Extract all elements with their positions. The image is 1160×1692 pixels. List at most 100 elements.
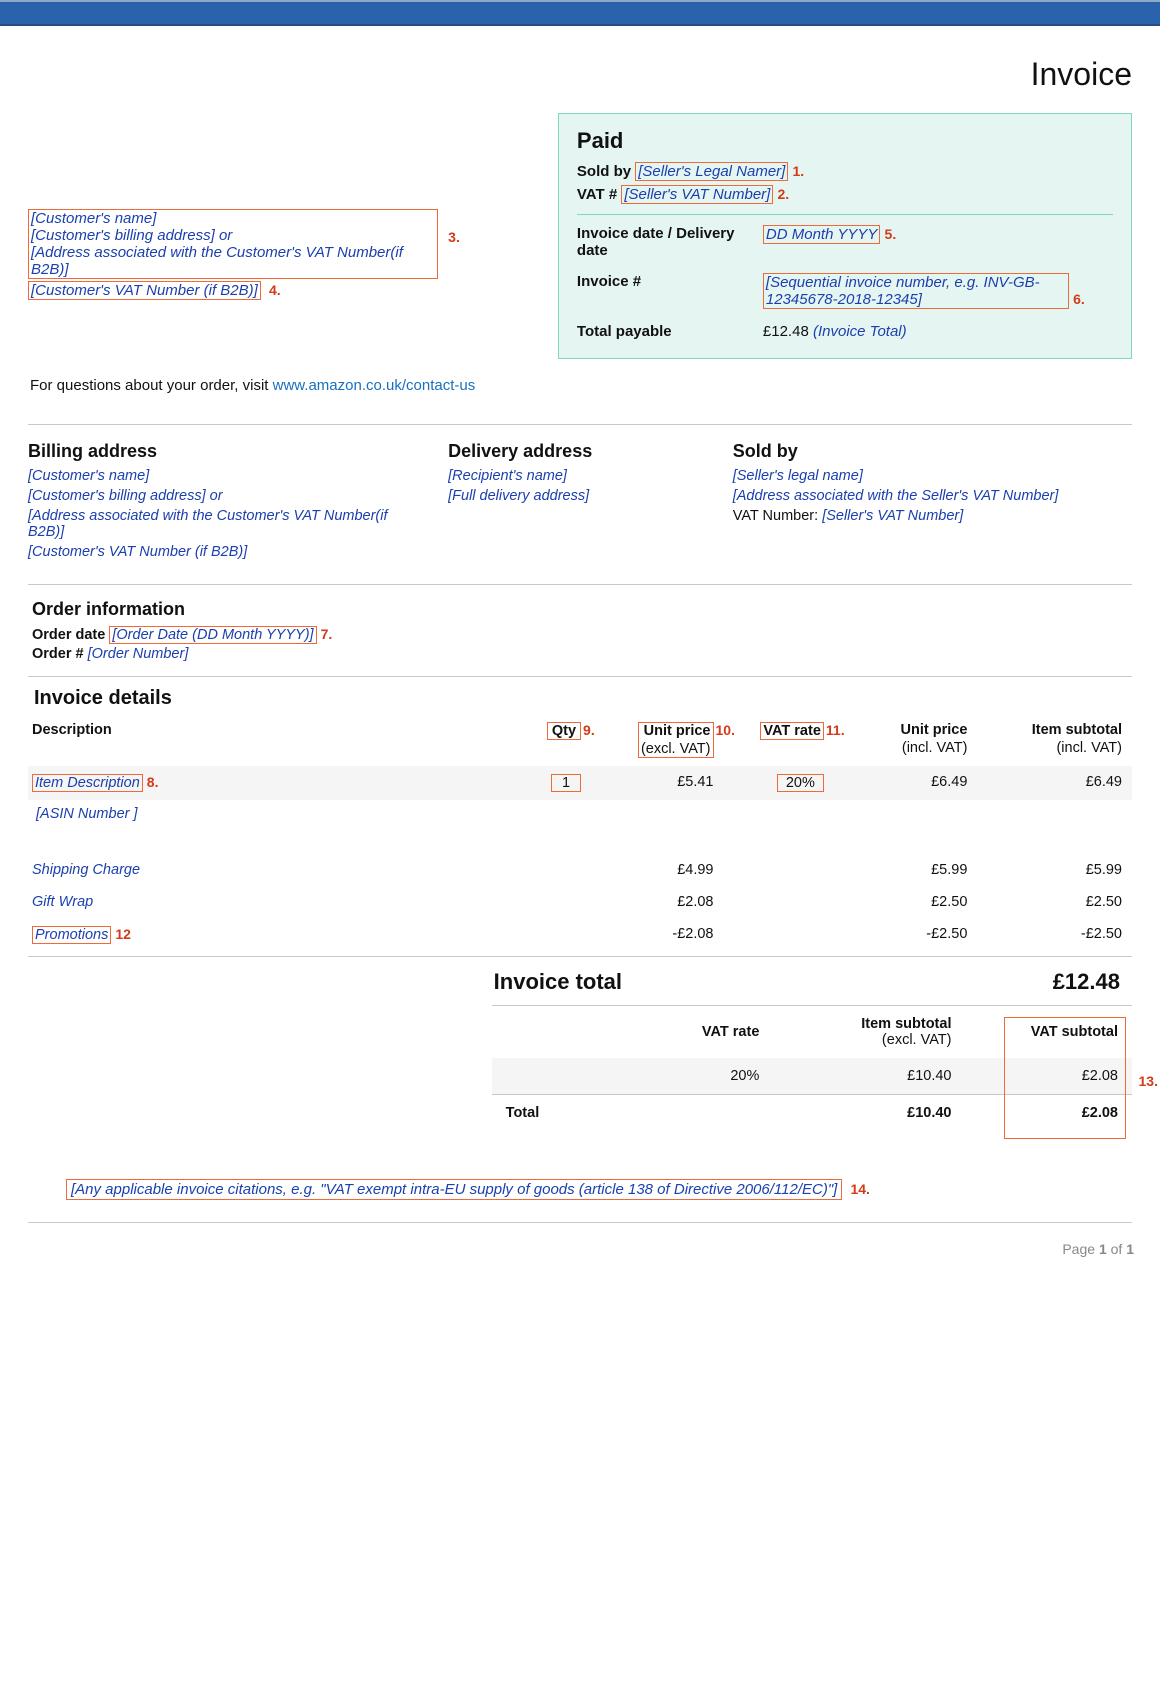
seller-name: [Seller's Legal Namer] <box>638 163 785 180</box>
customer-billing: [Customer's billing address] or <box>31 227 232 244</box>
invoice-date: DD Month YYYY <box>766 226 877 243</box>
separator-3 <box>28 676 1132 677</box>
page-prefix: Page <box>1062 1241 1099 1257</box>
promo-excl: -£2.08 <box>591 918 723 952</box>
page-total: 1 <box>1126 1241 1134 1257</box>
gift-sub: £2.50 <box>977 886 1132 918</box>
extra-row-shipping: Shipping Charge £4.99 £5.99 £5.99 <box>28 854 1132 886</box>
total-payable-note: (Invoice Total) <box>813 323 907 340</box>
shipping-label: Shipping Charge <box>32 862 140 878</box>
contact-line: For questions about your order, visit ww… <box>30 377 1132 394</box>
page-of: of <box>1107 1241 1126 1257</box>
order-num-label: Order # <box>32 646 84 662</box>
annotation-12: 12 <box>115 926 131 942</box>
order-num: [Order Number] <box>88 646 189 662</box>
details-table: Description Qty 9. Unit price (excl. VAT… <box>28 714 1132 952</box>
vat-hash-label: VAT # <box>577 186 617 203</box>
contact-text: For questions about your order, visit <box>30 377 273 394</box>
item-desc: Item Description <box>35 775 140 791</box>
billing-line-2: [Address associated with the Customer's … <box>28 508 424 540</box>
contact-link[interactable]: www.amazon.co.uk/contact-us <box>273 377 476 394</box>
separator-6 <box>28 1222 1132 1223</box>
invoice-date-label: Invoice date / Delivery date <box>577 225 747 259</box>
soldby-name: [Seller's legal name] <box>733 468 1108 484</box>
tot-hdr-itemsub: Item subtotal <box>861 1016 951 1032</box>
hdr-unit-incl: Unit price <box>901 722 968 738</box>
item-unit-excl: £5.41 <box>591 766 723 800</box>
tot-label: Total <box>492 1095 633 1132</box>
hdr-unit-excl: Unit price <box>644 723 711 739</box>
tot-item: £10.40 <box>773 1095 965 1132</box>
order-date: [Order Date (DD Month YYYY)] <box>112 627 313 643</box>
address-section: Billing address [Customer's name] [Custo… <box>28 425 1132 584</box>
total-payable-value: £12.48 <box>763 323 809 340</box>
annotation-4: 4. <box>269 282 281 298</box>
hdr-unit-incl-sub: (incl. VAT) <box>838 740 968 756</box>
item-subtotal: £6.49 <box>977 766 1132 800</box>
page-title: Invoice <box>28 56 1132 93</box>
billing-line-0: [Customer's name] <box>28 468 424 484</box>
details-title: Invoice details <box>34 687 1132 710</box>
annotation-9: 9. <box>583 722 595 738</box>
page-footer: Page 1 of 1 <box>0 1235 1160 1267</box>
annotation-7: 7. <box>321 626 333 642</box>
annotation-2: 2. <box>778 186 790 202</box>
totals-section: Invoice total £12.48 VAT rate Item subto… <box>492 963 1132 1131</box>
annotation-1: 1. <box>793 163 805 179</box>
customer-vat-addr: [Address associated with the Customer's … <box>31 244 403 278</box>
item-vat-rate: 20% <box>786 775 815 791</box>
hdr-vat-rate: VAT rate <box>763 723 820 739</box>
annotation-8: 8. <box>147 774 159 790</box>
citation-text: [Any applicable invoice citations, e.g. … <box>71 1181 837 1198</box>
delivery-line-0: [Recipient's name] <box>448 468 709 484</box>
delivery-col: Delivery address [Recipient's name] [Ful… <box>448 441 733 564</box>
annotation-11: 11. <box>826 722 845 738</box>
order-info: Order information Order date [Order Date… <box>28 585 1132 668</box>
shipping-incl: £5.99 <box>834 854 978 886</box>
billing-col: Billing address [Customer's name] [Custo… <box>28 441 448 564</box>
hdr-item-sub: Item subtotal <box>1032 722 1122 738</box>
order-date-label: Order date <box>32 627 105 643</box>
invoice-total-value: £12.48 <box>1053 969 1120 995</box>
top-section: [Customer's name] [Customer's billing ad… <box>28 113 1132 359</box>
extra-row-gift: Gift Wrap £2.08 £2.50 £2.50 <box>28 886 1132 918</box>
tot-rate: 20% <box>633 1058 774 1095</box>
promo-label: Promotions <box>35 927 108 943</box>
soldby-vat: [Seller's VAT Number] <box>822 508 963 524</box>
vat-subtotal-highlight <box>1004 1017 1126 1139</box>
tot-hdr-itemsub-sub: (excl. VAT) <box>787 1032 951 1048</box>
tot-hdr-rate: VAT rate <box>633 1006 774 1058</box>
total-payable-label: Total payable <box>577 323 747 340</box>
delivery-title: Delivery address <box>448 441 709 462</box>
invoice-page: Invoice [Customer's name] [Customer's bi… <box>0 26 1160 1235</box>
sold-by-label: Sold by <box>577 163 631 180</box>
gift-label: Gift Wrap <box>32 894 93 910</box>
separator-4 <box>28 956 1132 957</box>
billing-line-3: [Customer's VAT Number (if B2B)] <box>28 544 424 560</box>
promo-incl: -£2.50 <box>834 918 978 952</box>
hdr-unit-excl-sub: (excl. VAT) <box>641 741 711 757</box>
page-cur: 1 <box>1099 1241 1107 1257</box>
invoice-total-label: Invoice total <box>494 969 622 995</box>
paid-panel: Paid Sold by [Seller's Legal Namer] 1. V… <box>558 113 1132 359</box>
paid-separator <box>577 214 1113 215</box>
tot-itemsub: £10.40 <box>773 1058 965 1095</box>
customer-vat-num: [Customer's VAT Number (if B2B)] <box>31 282 258 299</box>
invoice-num-label: Invoice # <box>577 273 747 309</box>
annotation-5: 5. <box>885 226 897 242</box>
seller-vat: [Seller's VAT Number] <box>624 186 770 203</box>
item-unit-incl: £6.49 <box>834 766 978 800</box>
gift-excl: £2.08 <box>591 886 723 918</box>
annotation-6: 6. <box>1073 291 1085 307</box>
customer-name: [Customer's name] <box>31 210 156 227</box>
shipping-sub: £5.99 <box>977 854 1132 886</box>
invoice-num: [Sequential invoice number, e.g. INV-GB-… <box>766 274 1040 308</box>
billing-line-1: [Customer's billing address] or <box>28 488 424 504</box>
item-qty: 1 <box>562 775 570 791</box>
details-header-row: Description Qty 9. Unit price (excl. VAT… <box>28 714 1132 766</box>
soldby-addr: [Address associated with the Seller's VA… <box>733 488 1108 504</box>
paid-status: Paid <box>577 128 1113 154</box>
promo-sub: -£2.50 <box>977 918 1132 952</box>
citation-row: [Any applicable invoice citations, e.g. … <box>28 1131 1132 1208</box>
hdr-item-sub-sub: (incl. VAT) <box>981 740 1122 756</box>
